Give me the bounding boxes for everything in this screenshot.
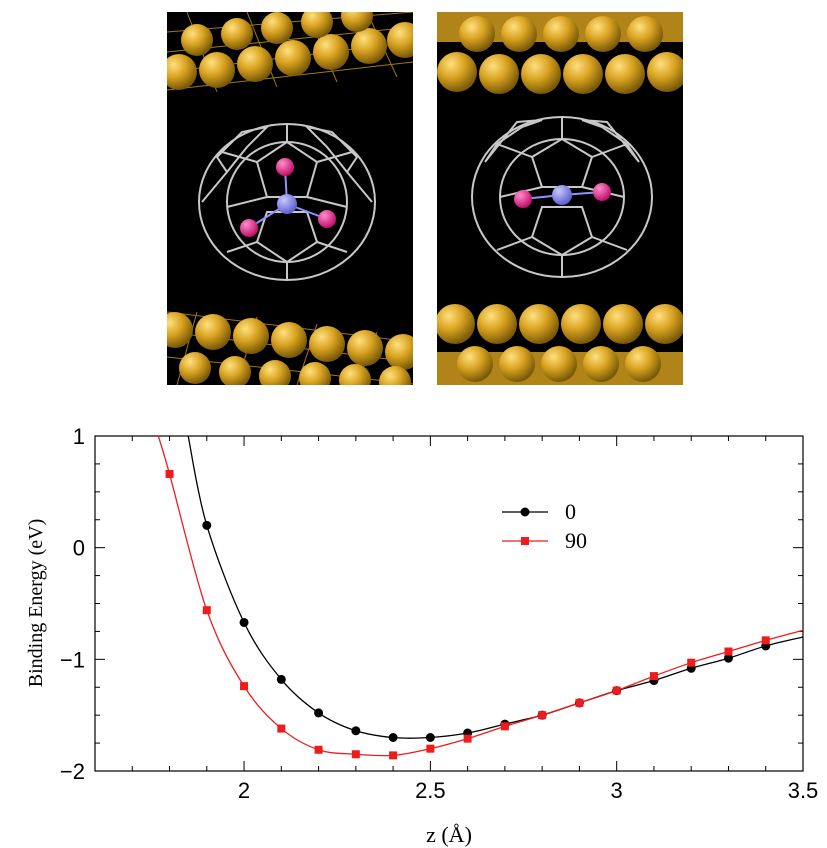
data-point-90 [426, 744, 435, 753]
data-point-90 [463, 734, 472, 743]
axis-ticks [94, 435, 804, 772]
gold-slab-bottom [167, 311, 413, 385]
series-curves [157, 435, 804, 757]
x-tick-label: 3 [611, 778, 623, 803]
data-point-90 [277, 724, 286, 733]
data-point-90 [649, 672, 658, 681]
x-tick-labels: 2 2.5 3 3.5 [238, 778, 818, 803]
data-point-90 [500, 722, 509, 731]
fullerene-cage [471, 116, 653, 278]
data-point-90 [351, 750, 360, 759]
legend-label-90: 90 [565, 528, 587, 553]
trimetal-nitride-cluster [514, 183, 611, 208]
data-point-0 [239, 617, 249, 627]
molecule-panel-right [437, 12, 683, 385]
y-tick-label: 0 [73, 536, 85, 561]
y-tick-label: 1 [73, 424, 85, 449]
data-point-90 [538, 711, 547, 720]
y-tick-label: −1 [60, 647, 85, 672]
gold-slab-top [437, 12, 683, 94]
data-point-90 [202, 606, 211, 615]
gold-slab-top [167, 12, 413, 93]
y-tick-labels: 1 0 −1 −2 [60, 424, 85, 784]
molecule-panel-left [167, 12, 413, 385]
data-point-0 [723, 653, 733, 663]
legend-marker-90 [521, 537, 529, 545]
legend-label-0: 0 [565, 499, 576, 524]
data-point-90 [612, 686, 621, 695]
data-point-0 [202, 520, 212, 530]
data-point-90 [575, 698, 584, 707]
series-line-90 [157, 435, 804, 757]
x-axis-title: z (Å) [426, 822, 472, 847]
x-tick-label: 2 [238, 778, 250, 803]
fullerene-in-gold-gap-rotated-icon [437, 12, 683, 385]
data-point-90 [724, 647, 733, 656]
series-markers [165, 469, 771, 760]
data-point-90 [240, 682, 249, 691]
data-point-0 [425, 733, 435, 742]
data-point-90 [314, 745, 323, 754]
data-point-90 [761, 636, 770, 645]
y-axis-title: Binding Energy (eV) [25, 519, 47, 688]
legend-marker-0 [520, 507, 530, 517]
legend: 0 90 [502, 499, 587, 553]
plot-frame [94, 435, 804, 772]
data-point-90 [687, 658, 696, 667]
data-point-0 [314, 708, 324, 718]
y-tick-label: −2 [60, 759, 85, 784]
data-point-90 [165, 469, 174, 478]
binding-energy-chart: 2 2.5 3 3.5 1 0 −1 −2 z (Å) Binding Energy (eV… [25, 424, 818, 847]
fullerene-in-gold-gap-icon [167, 12, 413, 385]
series-line-0 [187, 435, 804, 739]
gold-slab-bottom [437, 304, 683, 385]
data-point-0 [276, 674, 286, 684]
trimetal-nitride-cluster [240, 158, 336, 237]
x-tick-label: 3.5 [788, 778, 819, 803]
data-point-90 [389, 751, 398, 760]
data-point-0 [351, 726, 361, 736]
x-tick-label: 2.5 [415, 778, 446, 803]
data-point-0 [388, 733, 398, 742]
